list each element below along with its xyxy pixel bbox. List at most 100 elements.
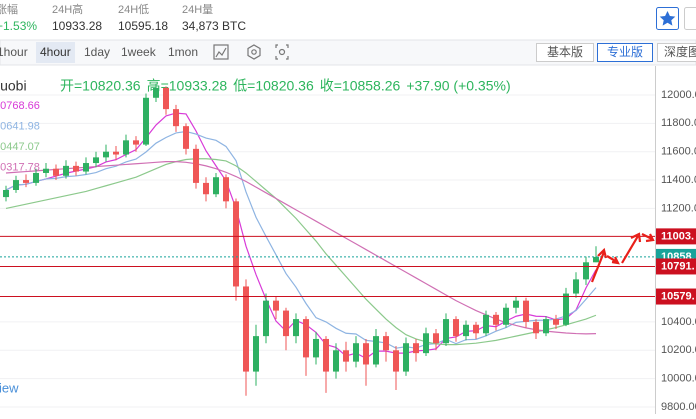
- y-tick-label: 11400.00: [661, 174, 696, 186]
- candle-body: [403, 343, 409, 371]
- y-tick-label: 11200.00: [661, 202, 696, 214]
- price-box-label: 11003.: [661, 230, 694, 242]
- header-bar: [0, 0, 696, 40]
- y-tick-label: 11600.00: [661, 146, 696, 158]
- candle-body: [423, 333, 429, 353]
- candle-body: [283, 311, 289, 337]
- candle-body: [43, 169, 49, 173]
- candle-body: [583, 262, 589, 279]
- candle-body: [183, 126, 189, 149]
- candle-body: [413, 343, 419, 353]
- interval-button[interactable]: 1week: [121, 45, 157, 59]
- candle-body: [243, 286, 249, 371]
- candle-body: [343, 350, 349, 361]
- ma-label: 10641.98: [0, 120, 40, 132]
- candle-body: [173, 109, 179, 126]
- candle-body: [373, 336, 379, 364]
- candle-body: [233, 201, 239, 286]
- candle-body: [363, 343, 369, 364]
- y-tick-label: 10200.00: [661, 344, 696, 356]
- candle-body: [33, 173, 39, 183]
- candle-body: [73, 166, 79, 172]
- view-label: 专业版: [607, 44, 643, 59]
- plot: TradingViewHuobi开=10820.36高=10933.28低=10…: [0, 78, 655, 407]
- candle-body: [433, 333, 439, 343]
- interval-button[interactable]: 4hour: [40, 45, 71, 59]
- watermark: TradingView: [0, 380, 19, 395]
- candle-body: [493, 315, 499, 325]
- view-label: 基本版: [547, 45, 583, 59]
- interval-button[interactable]: 1mon: [168, 45, 198, 59]
- candle-body: [443, 319, 449, 343]
- candle-body: [203, 183, 209, 194]
- candle-body: [143, 98, 149, 145]
- interval-button[interactable]: 1hour: [0, 45, 28, 59]
- candle-body: [543, 319, 549, 333]
- candle-body: [103, 152, 109, 158]
- stat-value: 10933.28: [52, 19, 102, 33]
- stat-label: 24H高: [52, 2, 83, 16]
- y-tick-label: 11800.00: [661, 117, 696, 129]
- ma-label: 10317.78: [0, 161, 40, 173]
- candle-body: [593, 257, 599, 262]
- stat-label: 24H量: [182, 3, 213, 16]
- y-tick-label: 12000.00: [661, 89, 696, 101]
- candle-body: [253, 336, 259, 371]
- y-tick-label: 9800.00: [661, 401, 696, 413]
- candle-body: [313, 339, 319, 357]
- candle-body: [323, 339, 329, 372]
- legend-item: +37.90 (+0.35%): [406, 78, 510, 94]
- stat-label: 涨幅: [0, 3, 18, 16]
- candle-body: [523, 301, 529, 322]
- candle-body: [263, 301, 269, 336]
- candle-body: [453, 319, 459, 336]
- candle-body: [273, 301, 279, 311]
- price-box-label: 10791.: [661, 260, 695, 272]
- candle-body: [123, 140, 129, 154]
- candle-body: [163, 88, 169, 109]
- interval-button[interactable]: 1day: [84, 45, 110, 59]
- candle-body: [223, 177, 229, 201]
- candle-body: [293, 319, 299, 336]
- candle-body: [13, 180, 19, 190]
- candle-body: [303, 319, 309, 357]
- ma-label: 10768.66: [0, 100, 40, 112]
- annotation-arrows: [592, 234, 653, 282]
- menu-button[interactable]: [685, 8, 696, 30]
- view-label: 深度图: [664, 44, 696, 59]
- candle-body: [533, 322, 539, 333]
- favorite-button[interactable]: [657, 8, 679, 30]
- legend-item: 开=10820.36: [60, 78, 141, 94]
- candle-body: [553, 319, 559, 325]
- candle-body: [353, 343, 359, 361]
- stat-value: 34,873 BTC: [182, 19, 246, 33]
- candle-body: [503, 308, 509, 325]
- candle-body: [133, 140, 139, 144]
- candle-body: [513, 301, 519, 308]
- legend-item: 低=10820.36: [233, 78, 314, 94]
- candle-body: [83, 163, 89, 172]
- candle-body: [473, 325, 479, 334]
- candle-body: [23, 180, 29, 183]
- candle-body: [393, 350, 399, 371]
- candle-body: [3, 190, 9, 197]
- candle-body: [463, 325, 469, 336]
- candle-body: [153, 88, 159, 98]
- candle-body: [333, 350, 339, 371]
- candle-body: [483, 315, 489, 333]
- candle-body: [193, 149, 199, 183]
- candle-body: [573, 279, 579, 293]
- candle-body: [53, 169, 59, 176]
- candle-body: [93, 157, 99, 163]
- candle-body: [113, 152, 119, 155]
- candle-body: [563, 294, 569, 325]
- price-box-label: 10579.: [661, 290, 695, 302]
- y-tick-label: 10400.00: [661, 316, 696, 328]
- candle-body: [63, 166, 69, 176]
- candle-body: [383, 336, 389, 350]
- stat-label: 24H低: [118, 3, 149, 16]
- candle-body: [213, 177, 219, 194]
- stat-value: +1.53%: [0, 19, 37, 33]
